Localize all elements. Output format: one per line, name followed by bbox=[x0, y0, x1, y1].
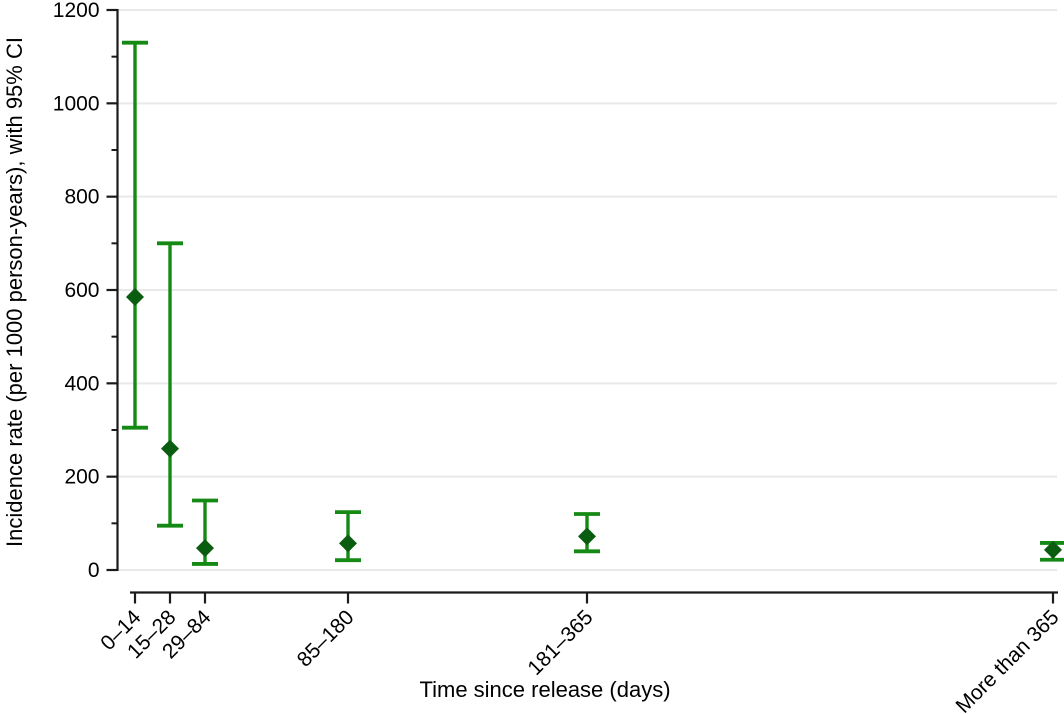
point-marker-0 bbox=[126, 288, 144, 306]
y-tick-label-600: 600 bbox=[64, 279, 99, 302]
y-tick-label-1000: 1000 bbox=[53, 92, 100, 115]
y-tick-label-0: 0 bbox=[88, 559, 100, 582]
y-tick-label-800: 800 bbox=[64, 186, 99, 209]
point-marker-5 bbox=[1044, 540, 1062, 559]
point-marker-1 bbox=[161, 439, 179, 458]
x-tick-label-5: More than 365 bbox=[952, 606, 1064, 714]
y-tick-label-200: 200 bbox=[64, 466, 99, 489]
y-tick-label-1200: 1200 bbox=[53, 0, 100, 22]
point-marker-4 bbox=[578, 527, 596, 546]
x-axis-title: Time since release (days) bbox=[419, 677, 671, 702]
y-axis-title: Incidence rate (per 1000 person-years), … bbox=[2, 37, 27, 547]
x-tick-label-4: 181–365 bbox=[523, 606, 597, 680]
x-tick-label-3: 85–180 bbox=[293, 606, 359, 672]
y-tick-label-400: 400 bbox=[64, 372, 99, 395]
point-marker-2 bbox=[196, 539, 214, 558]
point-marker-3 bbox=[339, 534, 357, 553]
